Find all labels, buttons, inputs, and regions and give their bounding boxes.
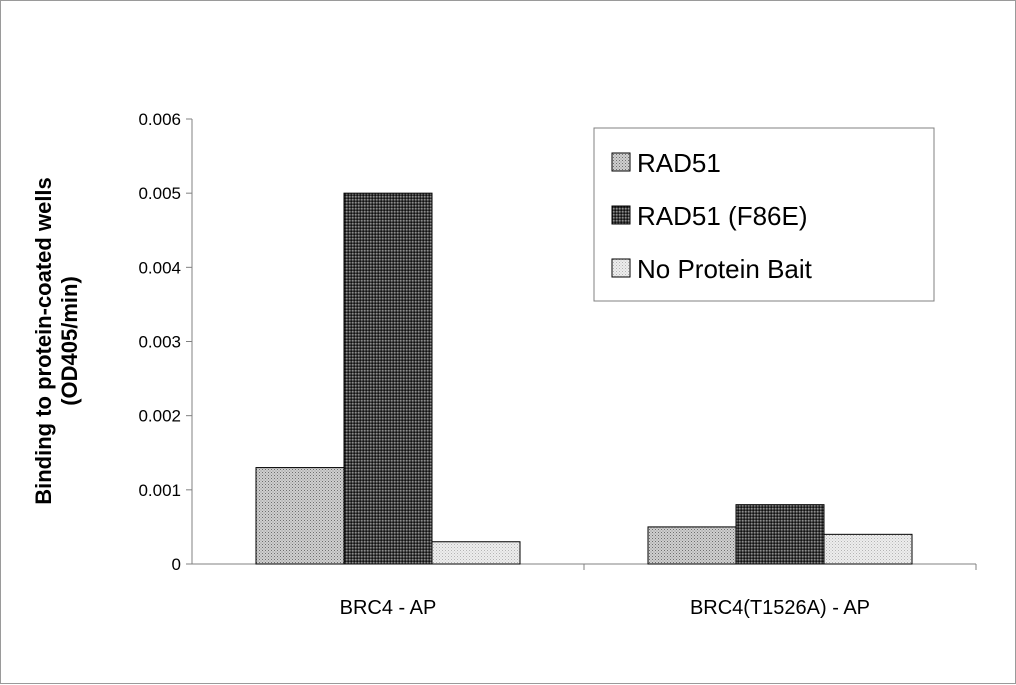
y-axis-label-line-2: (OD405/min) xyxy=(57,276,82,406)
y-tick-label: 0.002 xyxy=(138,407,181,426)
legend: RAD51 RAD51 (F86E) No Protein Bait xyxy=(593,127,935,302)
y-axis-label-line-1: Binding to protein-coated wells xyxy=(31,177,56,505)
x-tick-labels: BRC4 - AP BRC4(T1526A) - AP xyxy=(340,564,977,619)
y-tick-label: 0.004 xyxy=(138,258,181,277)
bar xyxy=(343,192,433,565)
legend-swatch xyxy=(611,258,631,278)
y-tick-label: 0.006 xyxy=(138,110,181,129)
bar xyxy=(735,504,825,565)
legend-label: No Protein Bait xyxy=(637,254,813,284)
y-tick-label: 0 xyxy=(172,555,181,574)
legend-label: RAD51 (F86E) xyxy=(637,201,808,231)
x-tick-label: BRC4 - AP xyxy=(340,597,437,619)
y-axis-label: Binding to protein-coated wells (OD405/m… xyxy=(31,177,82,505)
legend-swatch xyxy=(611,152,631,172)
bar xyxy=(823,533,913,565)
bar xyxy=(647,526,737,565)
legend-label: RAD51 xyxy=(637,148,721,178)
y-ticks: 0 0.001 0.002 0.003 0.004 0.005 0.006 xyxy=(138,110,192,574)
legend-box xyxy=(593,127,935,302)
y-tick-label: 0.003 xyxy=(138,333,181,352)
x-tick-label: BRC4(T1526A) - AP xyxy=(690,597,870,619)
bar xyxy=(431,541,521,565)
y-tick-label: 0.001 xyxy=(138,481,181,500)
bar xyxy=(255,467,345,565)
legend-swatch xyxy=(611,205,631,225)
y-tick-label: 0.005 xyxy=(138,184,181,203)
bars xyxy=(255,192,913,565)
